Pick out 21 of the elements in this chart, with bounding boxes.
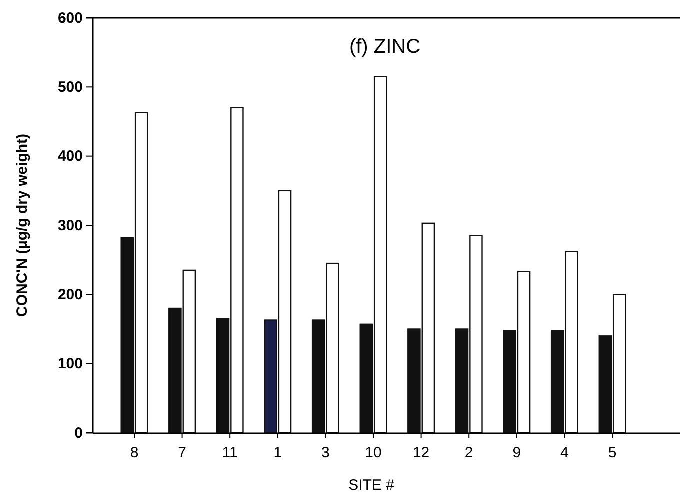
x-tick-label: 4 bbox=[560, 444, 569, 462]
x-tick-label: 10 bbox=[365, 444, 382, 462]
x-tick-label: 9 bbox=[512, 444, 522, 462]
y-axis-title: CONC'N (µg/g dry weight) bbox=[14, 134, 31, 318]
x-tick-label: 2 bbox=[464, 444, 474, 462]
x-tick-label: 12 bbox=[412, 444, 430, 462]
x-tick-label: 7 bbox=[178, 444, 186, 462]
x-tick-label: 8 bbox=[130, 444, 139, 462]
y-tick-label: 500 bbox=[58, 78, 83, 96]
x-tick-label: 3 bbox=[322, 444, 330, 462]
y-tick-label: 400 bbox=[58, 148, 83, 166]
x-axis-title: SITE # bbox=[348, 477, 396, 494]
y-tick-label: 0 bbox=[74, 424, 83, 442]
x-tick-label: 1 bbox=[274, 444, 282, 462]
y-tick-label: 100 bbox=[58, 356, 83, 373]
x-tick-label: 11 bbox=[222, 444, 238, 462]
y-tick-label: 600 bbox=[58, 10, 83, 27]
y-tick-label: 300 bbox=[58, 217, 83, 234]
x-tick-label: 5 bbox=[608, 444, 617, 462]
y-tick-label: 200 bbox=[58, 286, 83, 304]
text: (f) ZINC bbox=[349, 36, 421, 58]
